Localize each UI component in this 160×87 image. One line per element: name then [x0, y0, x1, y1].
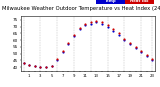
Point — [140, 52, 142, 53]
Point — [146, 56, 148, 57]
Text: Temp: Temp — [105, 0, 116, 3]
Point — [61, 52, 64, 53]
Point — [39, 67, 42, 68]
Point — [22, 62, 25, 64]
Point — [89, 23, 92, 25]
Point — [56, 60, 59, 61]
Point — [146, 54, 148, 56]
Point — [73, 34, 75, 35]
Point — [84, 24, 86, 26]
Point — [151, 58, 154, 60]
Point — [45, 67, 47, 68]
Point — [28, 64, 30, 65]
Point — [134, 48, 137, 49]
Point — [39, 67, 42, 68]
Point — [134, 46, 137, 48]
Point — [95, 22, 98, 23]
Text: Milwaukee Weather Outdoor Temperature vs Heat Index (24 Hours): Milwaukee Weather Outdoor Temperature vs… — [2, 6, 160, 11]
Point — [67, 42, 70, 44]
Point — [95, 20, 98, 22]
Point — [101, 22, 103, 23]
Point — [84, 23, 86, 25]
Point — [34, 65, 36, 67]
Point — [50, 65, 53, 67]
Point — [106, 26, 109, 27]
Point — [78, 29, 81, 30]
Point — [101, 23, 103, 25]
Point — [129, 42, 131, 44]
Point — [129, 44, 131, 45]
Point — [117, 33, 120, 34]
Point — [56, 58, 59, 60]
Point — [45, 67, 47, 68]
Point — [123, 38, 126, 39]
Point — [112, 29, 115, 30]
Point — [89, 22, 92, 23]
Point — [50, 65, 53, 67]
Point — [106, 24, 109, 26]
Point — [28, 64, 30, 65]
Point — [73, 35, 75, 37]
Point — [140, 50, 142, 52]
Point — [151, 60, 154, 61]
Point — [123, 39, 126, 41]
Point — [22, 62, 25, 64]
Point — [78, 27, 81, 29]
Point — [67, 44, 70, 45]
Point — [117, 34, 120, 35]
Point — [34, 65, 36, 67]
Text: Heat Idx: Heat Idx — [130, 0, 148, 3]
Point — [112, 30, 115, 31]
Point — [61, 50, 64, 52]
